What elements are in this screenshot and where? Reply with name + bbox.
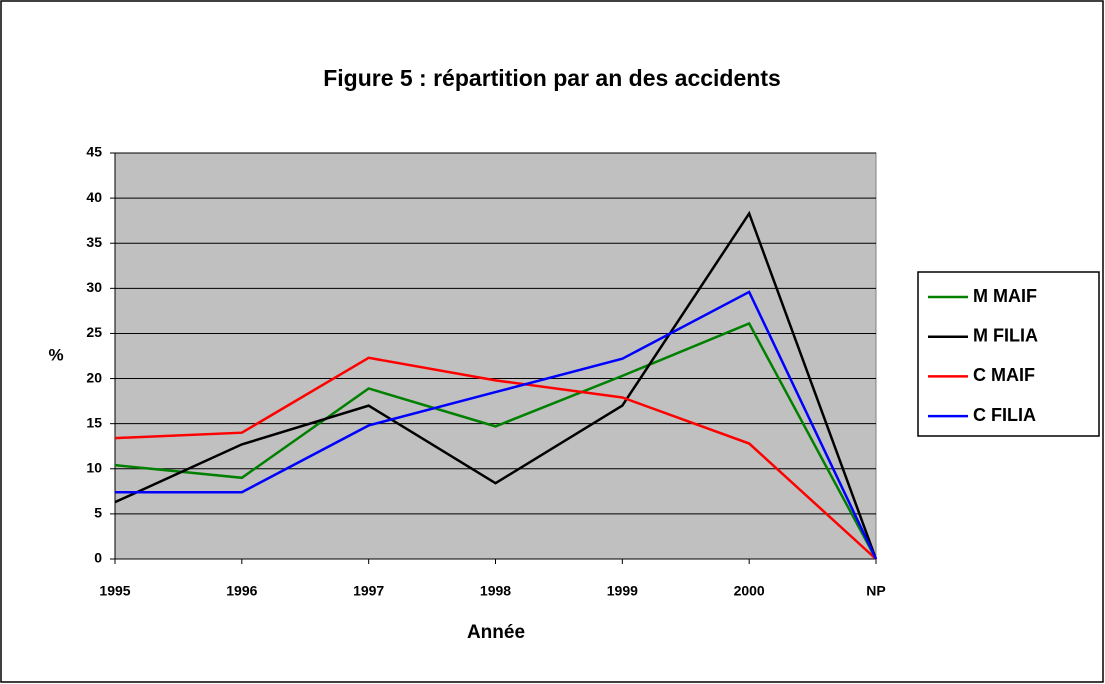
legend-label: C FILIA xyxy=(973,405,1036,425)
y-tick-label: 15 xyxy=(86,414,102,430)
legend-label: M MAIF xyxy=(973,286,1037,306)
y-tick-label: 35 xyxy=(86,234,102,250)
series-line xyxy=(115,290,878,560)
y-tick-label: 40 xyxy=(86,189,102,205)
series-line xyxy=(114,210,878,560)
y-tick-label: 30 xyxy=(86,279,102,295)
legend-label: M FILIA xyxy=(973,325,1038,345)
series-line xyxy=(114,321,878,560)
y-tick-label: 25 xyxy=(86,324,102,340)
x-tick-label: 2000 xyxy=(734,583,765,599)
y-tick-label: 45 xyxy=(86,144,102,160)
y-tick-label: 5 xyxy=(94,505,102,521)
legend-label: C MAIF xyxy=(973,365,1035,385)
y-tick-label: 10 xyxy=(86,459,102,475)
x-tick-label: 1999 xyxy=(607,583,638,599)
x-tick-label: 1998 xyxy=(480,583,511,599)
x-tick-label: 1996 xyxy=(226,583,257,599)
y-tick-label: 20 xyxy=(86,369,102,385)
y-axis-label: % xyxy=(48,345,63,364)
chart-title: Figure 5 : répartition par an des accide… xyxy=(323,65,781,91)
y-tick-label: 0 xyxy=(94,550,102,566)
x-axis-label: Année xyxy=(467,622,525,643)
legend xyxy=(917,271,1100,437)
x-tick-label: 1995 xyxy=(99,583,130,599)
x-tick-label: 1997 xyxy=(353,583,384,599)
series-line xyxy=(114,356,877,560)
plot-area xyxy=(114,152,877,560)
x-tick-label: NP xyxy=(866,583,885,599)
